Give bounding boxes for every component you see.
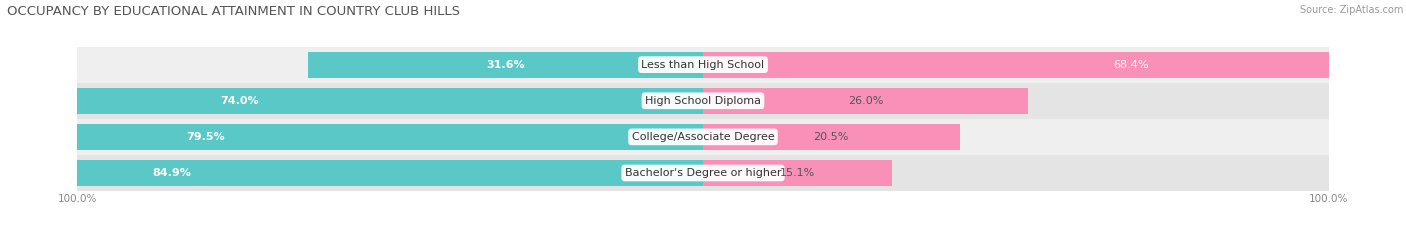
Text: 26.0%: 26.0% — [848, 96, 883, 106]
Text: Less than High School: Less than High School — [641, 60, 765, 70]
Text: 20.5%: 20.5% — [814, 132, 849, 142]
Bar — [703, 88, 1028, 114]
Text: 79.5%: 79.5% — [186, 132, 225, 142]
Bar — [703, 52, 1406, 78]
Text: Source: ZipAtlas.com: Source: ZipAtlas.com — [1299, 5, 1403, 15]
Text: Bachelor's Degree or higher: Bachelor's Degree or higher — [624, 168, 782, 178]
Text: 68.4%: 68.4% — [1114, 60, 1149, 70]
Bar — [308, 52, 703, 78]
Bar — [77, 83, 1329, 119]
Text: OCCUPANCY BY EDUCATIONAL ATTAINMENT IN COUNTRY CLUB HILLS: OCCUPANCY BY EDUCATIONAL ATTAINMENT IN C… — [7, 5, 460, 18]
Text: High School Diploma: High School Diploma — [645, 96, 761, 106]
Text: 74.0%: 74.0% — [221, 96, 259, 106]
Text: College/Associate Degree: College/Associate Degree — [631, 132, 775, 142]
Bar — [77, 119, 1329, 155]
Bar — [703, 124, 959, 150]
Text: 15.1%: 15.1% — [780, 168, 815, 178]
Bar — [77, 155, 1329, 191]
Text: 31.6%: 31.6% — [486, 60, 524, 70]
Bar — [703, 160, 891, 186]
Text: 84.9%: 84.9% — [152, 168, 191, 178]
Bar — [0, 124, 703, 150]
Bar — [0, 160, 703, 186]
Bar — [77, 47, 1329, 83]
Bar — [0, 88, 703, 114]
